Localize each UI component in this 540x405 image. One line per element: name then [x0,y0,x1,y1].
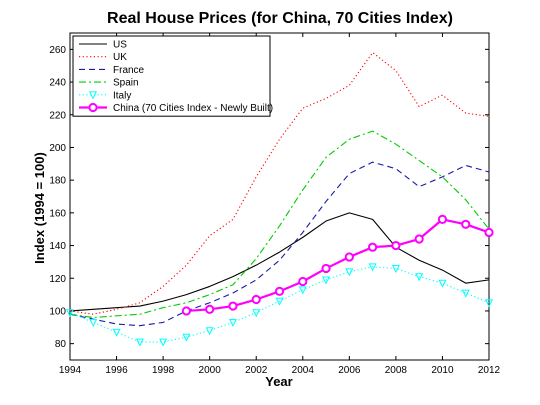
x-tick-label: 1996 [105,365,128,376]
data-point [298,286,307,295]
legend-marker [88,91,98,100]
legend-item: UK [79,52,127,63]
y-tick-label: 80 [55,339,67,350]
x-tick-label: 2006 [338,365,361,376]
data-point [135,338,144,347]
legend-label: France [113,65,145,76]
x-tick-label: 2008 [385,365,408,376]
series-5 [181,214,494,316]
data-point [182,333,191,342]
chart-title: Real House Prices (for China, 70 Cities … [107,10,453,27]
data-point [414,234,424,244]
legend-label: China (70 Cities Index - Newly Built) [113,103,273,114]
legend-item: China (70 Cities Index - Newly Built) [79,102,273,114]
legend-label: Italy [113,90,131,101]
x-tick-label: 2010 [431,365,454,376]
data-point [112,328,121,337]
x-axis-label: Year [265,374,292,389]
x-axis: 1994 1996 1998 2000 2002 2004 2006 2008 2010 2012 [59,33,501,376]
data-point [321,263,331,274]
y-tick-label: 260 [49,45,66,56]
data-point [484,227,494,238]
y-tick-label: 240 [49,78,66,89]
data-point [274,286,285,296]
data-point [461,289,470,298]
data-point [391,265,400,274]
data-point [344,252,354,262]
y-tick-label: 220 [49,110,66,121]
data-point [484,299,494,308]
data-point [205,327,214,336]
data-point [415,273,424,282]
data-point [181,306,191,316]
y-tick-label: 160 [49,208,66,219]
series-line [69,212,490,312]
data-point [368,263,377,272]
data-point [228,301,238,311]
x-tick-label: 2012 [478,365,501,376]
series-layer [65,52,494,347]
y-tick-label: 180 [49,176,66,187]
data-point [252,309,261,318]
data-point [437,214,448,224]
data-point [275,297,284,306]
series-line [69,52,490,315]
x-tick-label: 2000 [199,365,222,376]
data-point [298,276,308,287]
x-tick-label: 1994 [59,365,82,376]
x-tick-label: 2002 [245,365,268,376]
x-tick-label: 2004 [292,365,315,376]
data-point [65,309,75,318]
data-point [345,268,354,277]
data-point [159,338,168,347]
legend-label: Spain [113,78,139,89]
data-point [438,279,447,288]
data-point [391,240,401,251]
series-2 [69,161,490,327]
series-3 [69,130,490,319]
series-line [69,266,490,343]
y-tick-label: 120 [49,274,66,285]
legend-label: UK [113,52,127,63]
y-axis-label: Index (1994 = 100) [32,152,47,264]
y-axis: 80 100 120 140 160 180 200 220 240 260 [49,45,489,350]
legend-item: Italy [79,90,131,101]
legend-item: France [79,65,145,76]
y-tick-label: 200 [49,143,66,154]
data-point [228,319,237,328]
legend-marker [88,102,98,113]
data-point [368,242,378,252]
x-tick-label: 1998 [152,365,175,376]
legend-item: Spain [79,78,139,89]
series-line [69,161,490,327]
data-point [322,276,331,285]
data-point [461,219,471,229]
y-tick-label: 100 [49,306,66,317]
legend-label: US [113,40,127,51]
series-0 [69,212,490,312]
legend-box [72,35,271,117]
y-tick-label: 140 [49,241,66,252]
series-1 [69,52,490,315]
legend-item: US [79,40,127,51]
series-4 [65,263,494,347]
data-point [205,304,215,314]
series-line [69,130,490,319]
data-point [89,319,98,328]
data-point [251,294,261,305]
